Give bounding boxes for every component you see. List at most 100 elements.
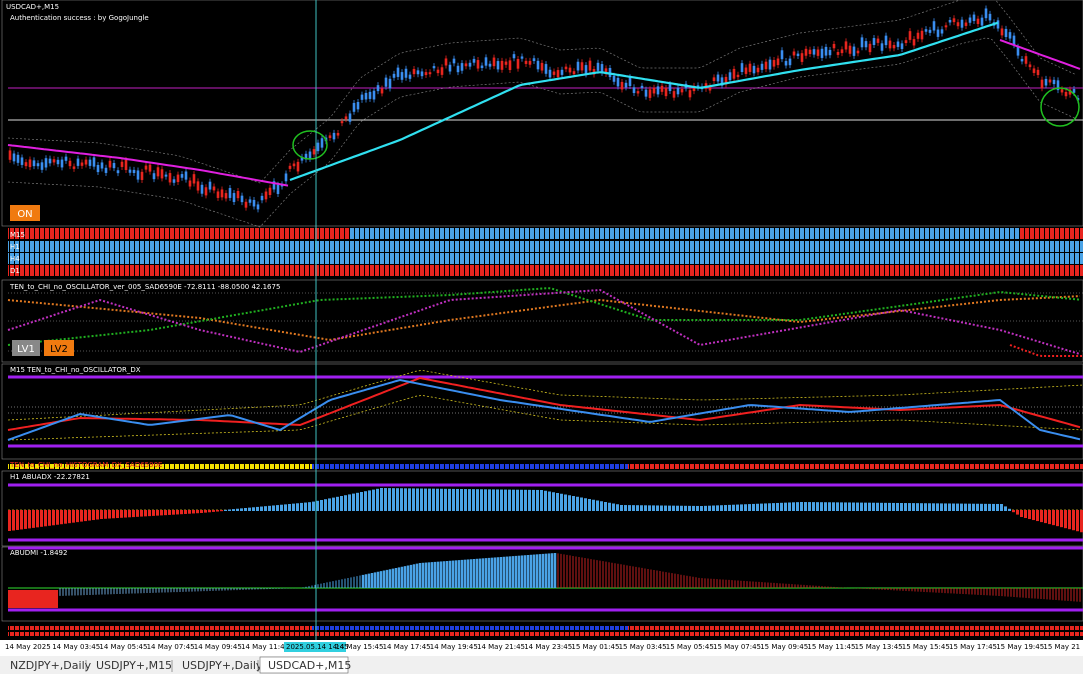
candle-body [784,61,788,66]
candle-body [820,48,824,58]
candle-body [124,160,128,170]
adx-bar [420,488,423,511]
adx-bar [136,510,139,517]
adx-bar [132,510,135,518]
adx-bar [932,503,935,511]
adx-bar [728,504,731,511]
time-label: 14 May 07:45 [147,643,195,651]
adx-bar [892,502,895,511]
adx-bar [548,491,551,511]
adx-bar [908,503,911,511]
adx-bar [712,505,715,511]
adx-bar [540,490,543,511]
candle-body [852,46,856,56]
candle-body [1032,68,1036,73]
candle-body [908,31,912,40]
tab[interactable] [259,656,349,674]
adx-bar [352,493,355,511]
candle-body [232,193,236,203]
candle-body [532,58,536,62]
candle-body [8,150,12,160]
candle-body [428,72,432,75]
adx-bar [844,502,847,511]
candle-body [128,169,132,173]
adx-bar [904,503,907,511]
adx-bar [448,488,451,511]
adx-bar [536,489,539,511]
cursor-time-box [284,642,346,652]
adx-bar [784,502,787,511]
candle-body [948,19,952,23]
lv1-button[interactable] [12,340,40,356]
candle-body [80,162,84,166]
adx-bar [360,492,363,511]
adx-bar [688,505,691,511]
lv2-button[interactable] [44,340,74,356]
candle-body [1052,79,1056,85]
auth-message: Authentication success : by GogoJungle [10,14,149,22]
candle-body [968,17,972,23]
adx-bar [1028,510,1031,520]
adx-bar [884,502,887,511]
adx-bar [412,488,415,511]
adx-bar [484,489,487,511]
tab-label[interactable]: USDCAD+,M15 [268,659,351,672]
adx-bar [124,510,127,518]
candle-body [796,53,800,57]
candle-body [836,52,840,55]
highlight-circle [292,130,328,160]
candle-body [1072,89,1076,93]
adx-bar [804,502,807,511]
candle-body [140,171,144,180]
adx-bar [1004,506,1007,511]
chart-background [0,0,1083,656]
lv2-label[interactable]: LV2 [50,344,68,355]
adx-bar [100,510,103,519]
time-label: 14 May 05:45 [99,643,147,651]
tab-label[interactable]: USDJPY+,M15 [96,659,172,672]
candle-body [1068,89,1072,95]
adx-bar [820,502,823,511]
adx-bar [308,502,311,511]
adx-bar [460,489,463,511]
highlight-circle [1040,87,1080,127]
candle-body [596,62,600,71]
candle-body [508,60,512,71]
candle-body [244,201,248,208]
tab-label[interactable]: NZDJPY+,Daily [10,659,92,672]
histogram-strip [8,462,312,469]
adx-bar [240,508,243,511]
candle-body [404,68,408,78]
candle-body [612,75,616,82]
candle-body [168,173,172,183]
adx-bar [812,502,815,511]
candle-body [1060,89,1064,93]
adx-bar [516,489,519,511]
candle-body [460,63,464,71]
on-button-label[interactable]: ON [17,209,32,220]
candle-body [576,61,580,71]
candle-body [276,184,280,194]
adx-bar [176,510,179,515]
candle-body [180,174,184,178]
adx-bar [744,504,747,511]
adx-bar [724,505,727,511]
adx-bar [840,502,843,511]
time-label: 15 May 01:45 [571,643,619,651]
trend-strip [8,253,1083,264]
tab-label[interactable]: USDJPY+,Daily [182,659,263,672]
on-button[interactable] [10,205,40,221]
adx-bar [104,510,107,519]
dx-line [7,378,1081,441]
candle-body [960,19,964,28]
lv1-label[interactable]: LV1 [17,344,35,355]
adx-bar [668,505,671,511]
candle-body [812,49,816,55]
candle-body [956,22,960,27]
candle-body [720,77,724,86]
candle-body [996,20,1000,29]
adx-bar [588,499,591,511]
candle-body [60,159,64,168]
adx-bar [188,510,191,514]
indicator-title: TEN_to_CHI_no_OSCILLATOR_ver_005_SAD6590… [9,283,280,291]
